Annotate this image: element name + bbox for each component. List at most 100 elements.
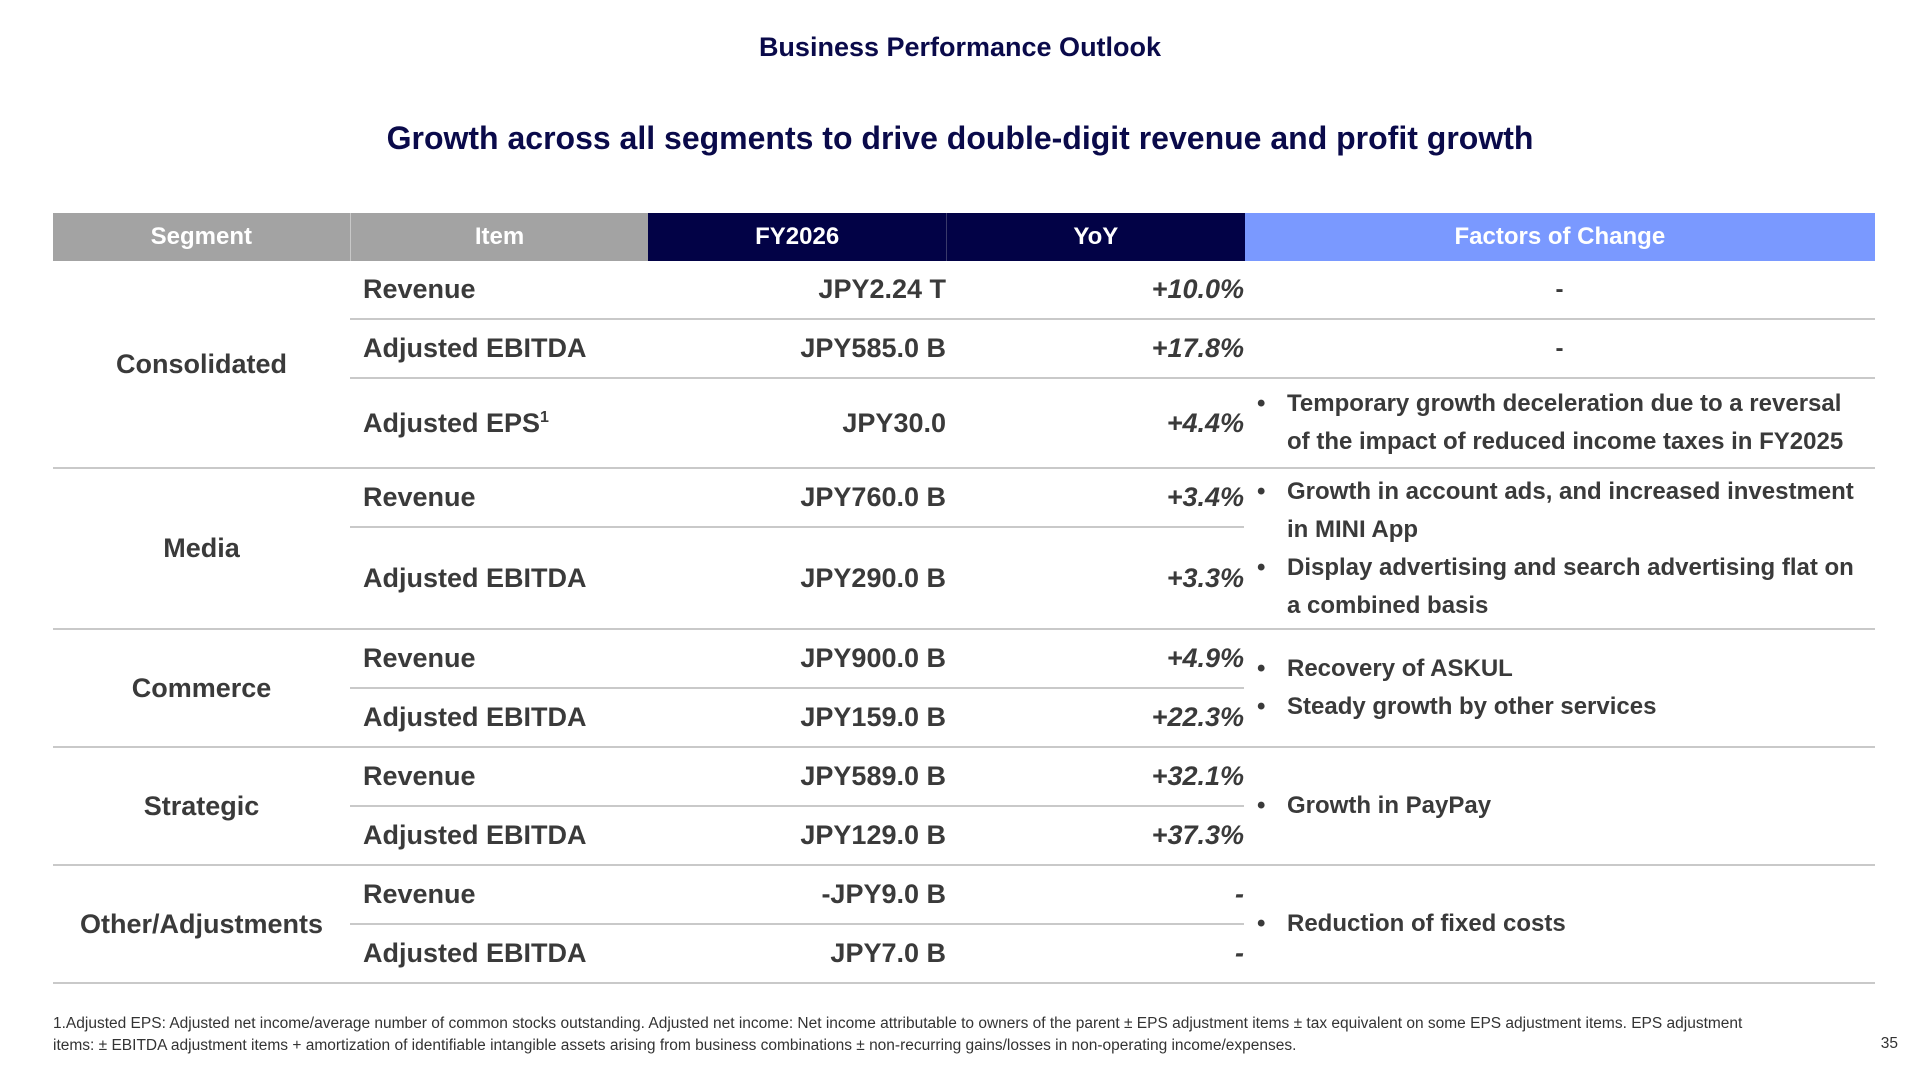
factor-bullet: • Temporary growth deceleration due to a… [1254,385,1875,461]
yoy-cell: +17.8% [1151,333,1244,363]
yoy-cell: +37.3% [1151,820,1244,850]
headline: Growth across all segments to drive doub… [386,120,1534,156]
group-media: Media Revenue JPY760.0 B +3.4% Adjusted … [53,469,1875,630]
yoy-cell: +22.3% [1151,702,1244,732]
bullet-icon: • [1257,553,1266,581]
factor-text: Growth in account ads, and increased inv… [1287,477,1854,543]
factors-cell: - - • Temporary growth deceleration due … [1244,261,1875,467]
table-header: Segment Item FY2026 YoY Factors of Chang… [53,213,1875,261]
table-row: Revenue JPY760.0 B +3.4% [350,469,1244,526]
table-row: Adjusted EBITDA JPY7.0 B - [350,923,1244,982]
segment-label: Strategic [143,790,260,821]
item-cell: Revenue [363,761,476,791]
factor-bullet: • Growth in account ads, and increased i… [1254,473,1875,549]
page-title: Business Performance Outlook [758,32,1162,62]
group-rows: Revenue JPY760.0 B +3.4% Adjusted EBITDA… [350,469,1244,628]
factor-bullet: • Growth in PayPay [1254,787,1875,825]
fy-cell: JPY589.0 B [800,761,946,791]
header-fy2026: FY2026 [648,213,947,261]
segment-label: Media [163,533,240,563]
outlook-table: Segment Item FY2026 YoY Factors of Chang… [53,213,1875,984]
item-cell: Adjusted EBITDA [363,333,587,363]
group-rows: Revenue JPY2.24 T +10.0% Adjusted EBITDA… [350,261,1244,467]
segment-label: Other/Adjustments [79,908,324,939]
yoy-cell: +4.4% [1166,407,1244,438]
group-consolidated: Consolidated Revenue JPY2.24 T +10.0% Ad… [53,261,1875,469]
table-row: Revenue JPY900.0 B +4.9% [350,630,1244,687]
item-cell: Adjusted EBITDA [363,702,587,732]
factors-cell: • Reduction of fixed costs [1244,866,1875,982]
yoy-cell: +32.1% [1151,761,1244,791]
bullet-icon: • [1257,655,1266,682]
yoy-cell: - [1235,938,1244,968]
factor-dash: - [1244,318,1875,377]
factor-bullet: • Display advertising and search adverti… [1254,549,1875,625]
bullet-icon: • [1257,792,1266,819]
factor-bullet: • Reduction of fixed costs [1254,905,1875,943]
fy-cell: JPY7.0 B [830,938,946,968]
item-cell: Revenue [363,274,476,304]
table-row: Adjusted EBITDA JPY585.0 B +17.8% [350,318,1244,377]
factor-eps: • Temporary growth deceleration due to a… [1244,377,1875,467]
footnote-line: 1.Adjusted EPS: Adjusted net income/aver… [53,1015,1743,1032]
footnote: 1.Adjusted EPS: Adjusted net income/aver… [53,1013,1853,1057]
footnote-marker: 1 [540,408,549,426]
table-row: Adjusted EBITDA JPY159.0 B +22.3% [350,687,1244,746]
segment-label: Consolidated [115,348,287,379]
fy-cell: JPY30.0 [842,407,946,438]
fy-cell: JPY900.0 B [800,643,946,673]
fy-cell: JPY760.0 B [800,482,946,512]
factor-bullet: • Steady growth by other services [1254,688,1875,726]
bullet-icon: • [1257,693,1266,720]
factor-text: Growth in PayPay [1287,792,1492,819]
footnote-line: items: ± EBITDA adjustment items + amort… [53,1037,1297,1054]
bullet-icon: • [1257,477,1266,505]
table-row: Adjusted EBITDA JPY290.0 B +3.3% [350,526,1244,628]
yoy-cell: +3.4% [1166,482,1244,512]
table-row: Revenue -JPY9.0 B - [350,866,1244,923]
yoy-cell: - [1235,879,1244,909]
segment-label: Commerce [131,672,272,703]
factor-text: Display advertising and search advertisi… [1287,553,1854,619]
item-text: Adjusted EPS [363,407,541,438]
header-factors: Factors of Change [1244,213,1875,261]
factor-dash: - [1555,275,1564,303]
header-yoy: YoY [946,213,1245,261]
factors-cell: • Growth in account ads, and increased i… [1244,469,1875,628]
table-row: Adjusted EPS1 JPY30.0 +4.4% [350,377,1244,467]
yoy-cell: +10.0% [1151,274,1244,304]
yoy-cell: +4.9% [1166,643,1244,673]
factor-bullet: • Recovery of ASKUL [1254,650,1875,688]
table-row: Adjusted EBITDA JPY129.0 B +37.3% [350,805,1244,864]
group-strategic: Strategic Revenue JPY589.0 B +32.1% Adju… [53,748,1875,866]
factor-text: Reduction of fixed costs [1287,910,1566,937]
page-number: 35 [1880,1035,1898,1052]
table-row: Revenue JPY589.0 B +32.1% [350,748,1244,805]
factor-text: Recovery of ASKUL [1287,655,1513,682]
fy-cell: JPY290.0 B [800,562,946,593]
fy-cell: JPY2.24 T [818,274,946,304]
group-rows: Revenue JPY900.0 B +4.9% Adjusted EBITDA… [350,630,1244,746]
header-item: Item [349,213,649,261]
item-cell: Adjusted EBITDA [363,562,587,593]
factors-cell: • Recovery of ASKUL • Steady growth by o… [1244,630,1875,746]
item-cell: Adjusted EBITDA [363,938,587,968]
fy-cell: JPY129.0 B [800,820,946,850]
bullet-icon: • [1257,390,1266,417]
yoy-cell: +3.3% [1166,562,1244,593]
fy-cell: JPY585.0 B [800,333,946,363]
table-row: Revenue JPY2.24 T +10.0% [350,261,1244,318]
item-cell: Revenue [363,482,476,512]
item-cell: Revenue [363,643,476,673]
item-cell: Adjusted EPS1 [350,408,648,439]
factor-text: Temporary growth deceleration due to a r… [1287,390,1844,455]
group-rows: Revenue -JPY9.0 B - Adjusted EBITDA JPY7… [350,866,1244,982]
bullet-icon: • [1257,910,1266,937]
fy-cell: -JPY9.0 B [821,879,946,909]
group-rows: Revenue JPY589.0 B +32.1% Adjusted EBITD… [350,748,1244,864]
factor-text: Steady growth by other services [1287,693,1657,720]
group-commerce: Commerce Revenue JPY900.0 B +4.9% Adjust… [53,630,1875,748]
header-segment: Segment [53,213,350,261]
item-cell: Revenue [363,879,476,909]
